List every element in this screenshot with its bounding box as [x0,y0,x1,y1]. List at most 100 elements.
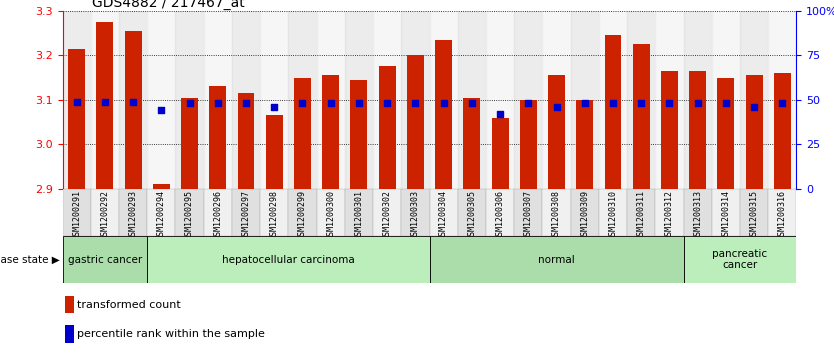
Text: percentile rank within the sample: percentile rank within the sample [77,329,265,339]
Point [380,101,394,106]
Bar [717,78,735,189]
Bar [260,189,289,236]
Text: GSM1200309: GSM1200309 [580,190,590,240]
Point [747,104,761,110]
Bar [317,11,344,189]
Bar [458,189,486,236]
Bar [684,189,711,236]
Bar [289,189,317,236]
Point [437,101,450,106]
Text: GSM1200305: GSM1200305 [467,190,476,240]
Point [719,101,732,106]
Bar [661,71,678,189]
Text: GSM1200294: GSM1200294 [157,190,166,240]
Point [98,99,112,105]
Point [296,101,309,106]
Point [606,101,620,106]
Text: GSM1200316: GSM1200316 [778,190,786,240]
Bar [576,100,593,189]
Bar [711,189,740,236]
Text: GSM1200307: GSM1200307 [524,190,533,240]
Point [691,101,705,106]
Bar [486,11,515,189]
Bar [656,189,684,236]
Bar [491,118,509,189]
Text: GSM1200292: GSM1200292 [100,190,109,240]
Bar [430,236,684,283]
Bar [464,98,480,189]
Text: GSM1200295: GSM1200295 [185,190,194,240]
Bar [203,189,232,236]
Bar [542,11,570,189]
Bar [605,35,621,189]
Bar [711,11,740,189]
Bar [209,86,226,189]
Bar [64,296,73,314]
Bar [379,66,395,189]
Text: GSM1200300: GSM1200300 [326,190,335,240]
Text: gastric cancer: gastric cancer [68,254,142,265]
Point [352,101,365,106]
Bar [774,73,791,189]
Bar [430,11,458,189]
Bar [373,189,401,236]
Bar [684,11,711,189]
Bar [407,55,424,189]
Bar [515,11,542,189]
Bar [689,71,706,189]
Bar [91,189,119,236]
Point [635,101,648,106]
Text: GSM1200306: GSM1200306 [495,190,505,240]
Bar [232,11,260,189]
Bar [266,115,283,189]
Text: GSM1200302: GSM1200302 [383,190,392,240]
Bar [627,11,656,189]
Bar [401,11,430,189]
Point [578,101,591,106]
Point [211,101,224,106]
Text: GSM1200314: GSM1200314 [721,190,731,240]
Bar [430,189,458,236]
Text: GSM1200308: GSM1200308 [552,190,561,240]
Point [521,101,535,106]
Point [494,111,507,117]
Text: GSM1200301: GSM1200301 [354,190,364,240]
Text: GSM1200298: GSM1200298 [269,190,279,240]
Point [127,99,140,105]
Bar [570,11,599,189]
Point [465,101,479,106]
Bar [175,11,203,189]
Bar [119,11,148,189]
Bar [63,11,91,189]
Text: GSM1200304: GSM1200304 [440,190,448,240]
Bar [63,189,91,236]
Bar [63,236,148,283]
Bar [401,189,430,236]
Bar [740,11,768,189]
Bar [260,11,289,189]
Bar [148,11,175,189]
Bar [68,49,85,189]
Point [154,107,168,113]
Bar [486,189,515,236]
Text: pancreatic
cancer: pancreatic cancer [712,249,767,270]
Bar [175,189,203,236]
Bar [148,189,175,236]
Bar [289,11,317,189]
Bar [119,189,148,236]
Text: GSM1200310: GSM1200310 [609,190,617,240]
Text: hepatocellular carcinoma: hepatocellular carcinoma [222,254,354,265]
Bar [153,184,170,189]
Text: GDS4882 / 217467_at: GDS4882 / 217467_at [92,0,244,10]
Point [183,101,196,106]
Bar [91,11,119,189]
Point [776,101,789,106]
Bar [373,11,401,189]
Bar [633,44,650,189]
Bar [350,80,368,189]
Bar [515,189,542,236]
Bar [238,93,254,189]
Point [324,101,338,106]
Text: GSM1200303: GSM1200303 [411,190,420,240]
Text: GSM1200291: GSM1200291 [73,190,81,240]
